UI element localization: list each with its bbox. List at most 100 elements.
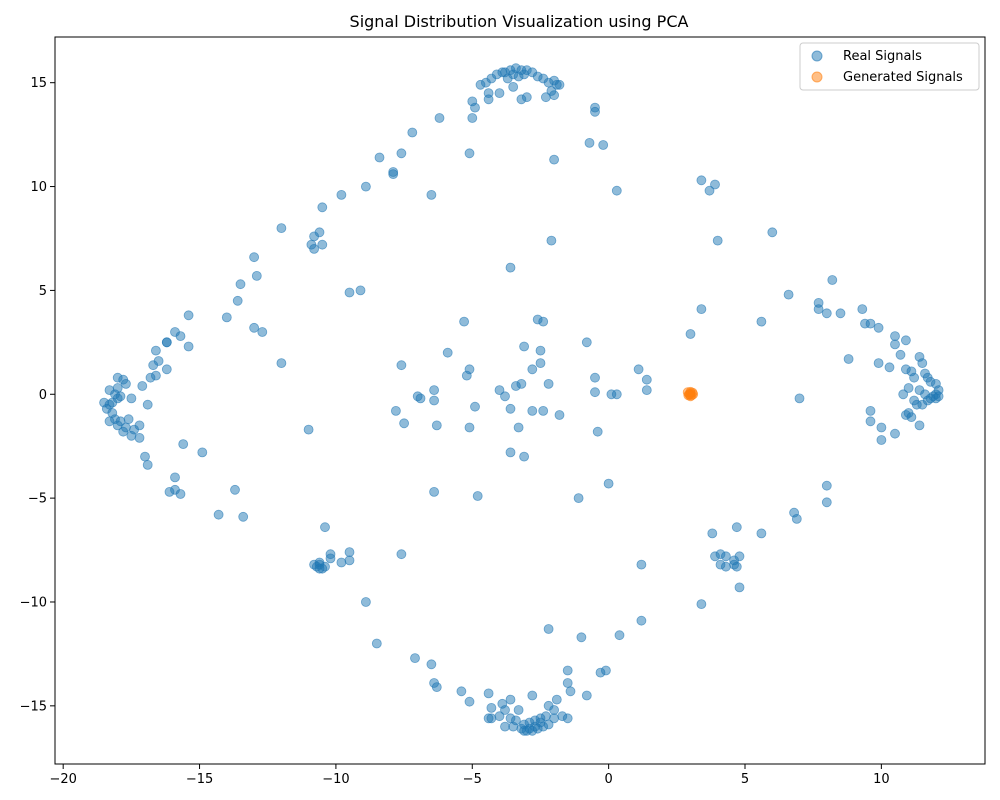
scatter-point <box>134 420 145 431</box>
scatter-point <box>150 345 161 356</box>
legend-marker-real-signals <box>811 50 823 62</box>
plot-area: −20 −15 −10 −5 0 5 10 −15 −10 −5 0 5 10 15 <box>20 36 986 787</box>
scatter-point <box>134 432 145 443</box>
scatter-point <box>865 405 876 416</box>
scatter-point <box>696 599 707 609</box>
scatter-point <box>396 360 407 371</box>
scatter-point <box>538 405 549 416</box>
scatter-point <box>161 364 172 375</box>
scatter-point <box>230 484 240 495</box>
scatter-point <box>890 339 900 350</box>
scatter-point <box>164 486 175 497</box>
scatter-point <box>821 308 832 319</box>
scatter-point <box>731 522 742 533</box>
scatter-point <box>614 630 625 641</box>
scatter-point <box>783 289 794 300</box>
scatter-point <box>142 399 153 410</box>
scatter-point <box>388 169 399 180</box>
scatter-point <box>641 385 652 396</box>
scatter-point <box>551 694 562 705</box>
scatter-point <box>712 235 723 246</box>
scatter-point <box>527 405 538 416</box>
scatter-point <box>901 335 911 346</box>
scatter-point <box>121 378 131 389</box>
scatter-point <box>309 243 320 254</box>
scatter-point <box>317 239 328 250</box>
scatter-point <box>549 90 559 101</box>
scatter-point <box>549 705 559 715</box>
scatter-point <box>175 331 186 342</box>
scatter-point <box>276 223 287 234</box>
y-tick-label: −5 <box>28 492 47 507</box>
scatter-point <box>543 378 554 389</box>
scatter-point <box>456 686 467 697</box>
scatter-point <box>603 478 614 489</box>
scatter-point <box>475 79 486 90</box>
scatter-point <box>344 555 355 566</box>
scatter-point <box>835 308 846 319</box>
legend-marker-generated-signals <box>811 71 823 83</box>
scatter-point <box>336 557 347 568</box>
scatter-point <box>249 322 260 333</box>
scatter-point <box>459 316 470 327</box>
legend-label-generated-signals: Generated Signals <box>843 70 963 85</box>
scatter-point <box>562 713 573 724</box>
scatter-point <box>756 528 767 539</box>
y-axis: −15 −10 −5 0 5 10 15 <box>20 76 55 714</box>
scatter-point <box>371 638 382 649</box>
scatter-point <box>123 414 134 425</box>
scatter-point <box>276 358 287 369</box>
scatter-point <box>374 152 385 163</box>
legend-label-real-signals: Real Signals <box>843 49 922 64</box>
scatter-point <box>876 422 887 433</box>
scatter-point <box>483 688 494 699</box>
scatter-point <box>865 416 876 427</box>
scatter-point <box>399 418 410 429</box>
scatter-point <box>590 106 600 117</box>
scatter-point <box>415 393 426 404</box>
x-axis: −20 −15 −10 −5 0 5 10 <box>49 764 890 787</box>
scatter-point <box>731 561 742 572</box>
y-tick-label: 5 <box>39 284 47 299</box>
scatter-point <box>592 426 603 437</box>
scatter-point <box>909 395 919 406</box>
scatter-point <box>407 127 418 138</box>
scatter-point <box>519 69 529 80</box>
scatter-point <box>543 719 554 730</box>
x-tick-label: 5 <box>741 772 749 787</box>
scatter-point <box>721 551 731 562</box>
x-tick-label: −20 <box>49 772 76 787</box>
scatter-point <box>546 235 557 246</box>
scatter-point <box>505 262 516 273</box>
series-generated-signals <box>682 386 699 402</box>
scatter-point <box>821 497 832 508</box>
legend-box <box>799 42 980 91</box>
scatter-point <box>396 549 407 560</box>
scatter-point <box>721 561 731 572</box>
scatter-point <box>794 393 805 404</box>
scatter-point <box>442 347 453 358</box>
y-tick-label: −10 <box>20 595 47 610</box>
scatter-point <box>519 341 529 352</box>
scatter-point <box>884 362 895 373</box>
x-tick-label: 10 <box>873 772 890 787</box>
scatter-point <box>906 412 917 423</box>
scatter-point <box>865 318 876 329</box>
scatter-point <box>898 389 909 400</box>
x-tick-label: −5 <box>463 772 482 787</box>
scatter-point <box>140 451 150 462</box>
scatter-point <box>502 73 513 84</box>
scatter-point <box>148 360 159 371</box>
scatter-point <box>636 615 647 626</box>
scatter-point <box>175 489 186 499</box>
scatter-point <box>197 447 208 458</box>
x-tick-label: −10 <box>322 772 349 787</box>
scatter-point <box>486 703 497 713</box>
scatter-point <box>161 337 172 348</box>
scatter-point <box>426 189 437 200</box>
scatter-point <box>251 270 262 281</box>
scatter-point <box>461 370 472 381</box>
scatter-point <box>508 82 519 92</box>
scatter-point <box>344 547 355 557</box>
